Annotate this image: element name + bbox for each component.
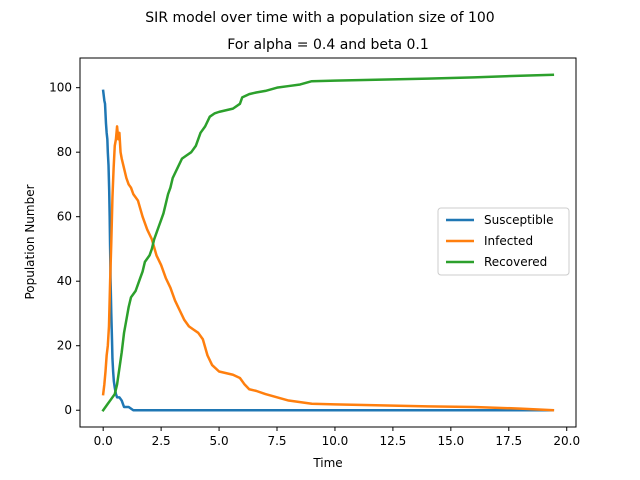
legend-box <box>437 207 570 276</box>
y-tick-label: 40 <box>57 274 72 288</box>
legend-label-susceptible: Susceptible <box>484 213 553 227</box>
x-tick-label: 5.0 <box>210 434 229 448</box>
chart-title: For alpha = 0.4 and beta 0.1 <box>227 37 429 53</box>
x-axis-ticks: 0.0 2.5 5.0 7.5 10.0 12.5 15.0 17.5 20.0 <box>94 427 580 448</box>
axes-frame <box>79 57 577 428</box>
y-tick-label: 80 <box>57 145 72 159</box>
series-line-recovered <box>101 73 555 412</box>
x-axis-label: Time <box>312 456 342 470</box>
x-tick-label: 2.5 <box>152 434 171 448</box>
y-axis-label: Population Number <box>23 184 37 299</box>
plot-area: 0.0 2.5 5.0 7.5 10.0 12.5 15.0 17.5 20.0 0 20 40 60… <box>49 57 580 448</box>
x-tick-label: 7.5 <box>267 434 286 448</box>
series-layer <box>101 73 555 412</box>
x-tick-label: 10.0 <box>322 434 349 448</box>
y-tick-label: 100 <box>49 81 72 95</box>
figure-suptitle: SIR model over time with a population si… <box>145 10 494 26</box>
y-axis-ticks: 0 20 40 60 80 100 <box>49 81 80 417</box>
x-tick-label: 0.0 <box>94 434 113 448</box>
x-tick-label: 12.5 <box>380 434 407 448</box>
x-tick-label: 15.0 <box>437 434 464 448</box>
x-tick-label: 17.5 <box>495 434 522 448</box>
legend: Susceptible Infected Recovered <box>437 207 570 276</box>
series-line-susceptible <box>101 89 555 412</box>
y-tick-label: 60 <box>57 210 72 224</box>
x-tick-label: 20.0 <box>553 434 580 448</box>
legend-label-recovered: Recovered <box>484 255 547 269</box>
legend-label-infected: Infected <box>484 234 533 248</box>
series-line-infected <box>101 125 555 412</box>
y-tick-label: 20 <box>57 339 72 353</box>
y-tick-label: 0 <box>64 403 72 417</box>
